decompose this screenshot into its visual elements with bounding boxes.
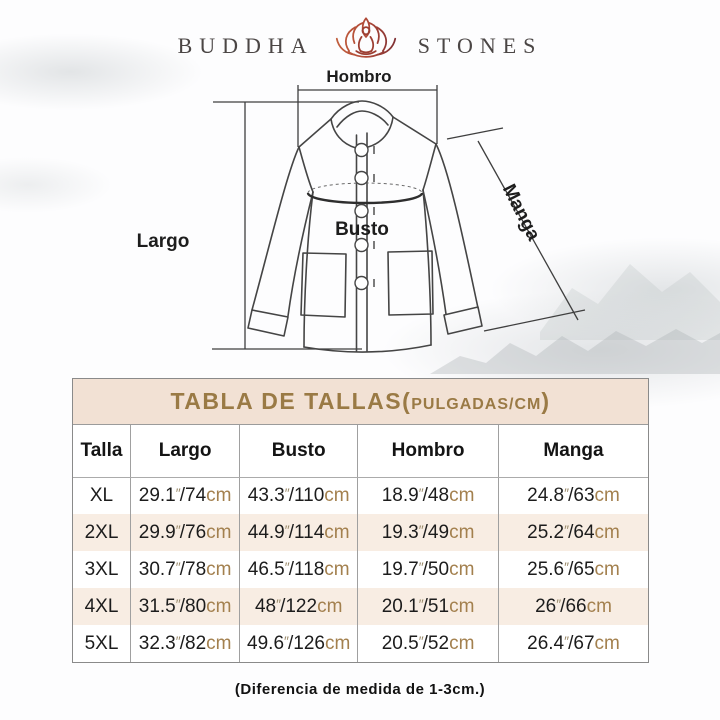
manga-measurement-cell: 26″/66cm [498, 588, 648, 625]
button-row [354, 142, 375, 291]
column-header-busto: Busto [239, 425, 358, 478]
hombro-measurement-cell: 20.5″/52cm [357, 625, 499, 662]
busto-measurement-cell: 48″/122cm [239, 588, 358, 625]
brand-name-right: STONES [417, 33, 543, 58]
size-label: 2XL [73, 514, 131, 551]
busto-measurement-cell: 46.5″/118cm [239, 551, 358, 588]
size-row-2xl: 2XL 29.9″/76cm 44.9″/114cm 19.3″/49cm 25.2″/… [73, 514, 648, 551]
size-row-4xl: 4XL 31.5″/80cm 48″/122cm 20.1″/51cm 26″/66cm [73, 588, 648, 625]
largo-measurement-cell: 32.3″/82cm [129, 625, 240, 662]
size-label: 3XL [73, 551, 131, 588]
size-row-xl: XL 29.1″/74cm 43.3″/110cm 18.9″/48cm 24.8″/6… [73, 477, 648, 514]
manga-measurement-cell: 24.8″/63cm [498, 477, 648, 514]
mountain-wash-decoration [430, 264, 720, 374]
size-row-5xl: 5XL 32.3″/82cm 49.6″/126cm 20.5″/52cm 26.4″/… [73, 625, 648, 662]
size-table: Talla Largo Busto Hombro Manga XL 29.1″/74cm 4… [73, 425, 648, 662]
label-sleeve: Manga [498, 181, 544, 245]
label-shoulder: Hombro [326, 67, 391, 86]
right-pocket [387, 250, 434, 316]
size-table-title: TABLA DE TALLAS ( PULGADAS/CM ) [73, 379, 648, 425]
largo-measurement-cell: 31.5″/80cm [129, 588, 240, 625]
busto-measurement-cell: 44.9″/114cm [239, 514, 358, 551]
bust-ellipse [306, 182, 424, 205]
largo-measurement-cell: 29.9″/76cm [129, 514, 240, 551]
busto-measurement-cell: 43.3″/110cm [239, 477, 358, 514]
brand-header: BUDDHA STONES [0, 16, 720, 72]
hombro-measurement-cell: 19.3″/49cm [357, 514, 499, 551]
jacket-outline [247, 100, 483, 353]
table-title-unit: PULGADAS/CM [411, 396, 542, 413]
manga-measurement-cell: 25.6″/65cm [498, 551, 648, 588]
measurement-tolerance-note: (Diferencia de medida de 1-3cm.) [234, 681, 486, 698]
size-label: 4XL [73, 588, 131, 625]
manga-measurement-cell: 25.2″/64cm [498, 514, 648, 551]
manga-measurement-cell: 26.4″/67cm [498, 625, 648, 662]
hombro-measurement-cell: 18.9″/48cm [357, 477, 499, 514]
largo-measurement-cell: 30.7″/78cm [129, 551, 240, 588]
table-title-main: TABLA DE TALLAS [170, 388, 403, 414]
column-header-talla: Talla [73, 425, 131, 478]
label-length: Largo [137, 231, 190, 252]
size-table-header-row: Talla Largo Busto Hombro Manga [73, 425, 648, 478]
size-table-card: TABLA DE TALLAS ( PULGADAS/CM ) Talla Lar… [72, 378, 649, 663]
hombro-measurement-cell: 19.7″/50cm [357, 551, 499, 588]
left-pocket [300, 252, 347, 318]
size-row-3xl: 3XL 30.7″/78cm 46.5″/118cm 19.7″/50cm 25.6″/… [73, 551, 648, 588]
hombro-measurement-cell: 20.1″/51cm [357, 588, 499, 625]
label-bust: Busto [335, 219, 389, 240]
size-label: 5XL [73, 625, 131, 662]
largo-measurement-cell: 29.1″/74cm [129, 477, 240, 514]
size-label: XL [73, 477, 131, 514]
lotus-meditation-icon [335, 17, 396, 58]
measurement-lines [212, 85, 586, 350]
column-header-hombro: Hombro [357, 425, 499, 478]
column-header-manga: Manga [498, 425, 648, 478]
brand-name-left: BUDDHA [177, 33, 314, 58]
column-header-largo: Largo [129, 425, 240, 478]
busto-measurement-cell: 49.6″/126cm [239, 625, 358, 662]
